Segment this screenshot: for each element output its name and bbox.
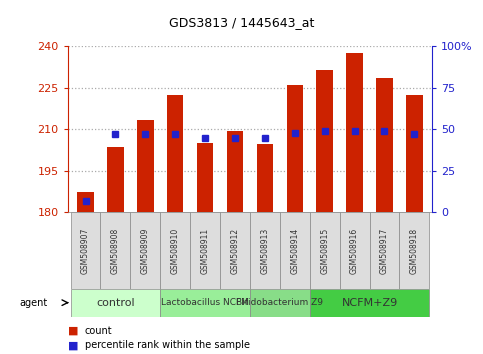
Bar	[100, 212, 130, 289]
Bar	[77, 192, 94, 212]
Text: GSM508913: GSM508913	[260, 227, 270, 274]
Bar	[340, 212, 369, 289]
Text: GDS3813 / 1445643_at: GDS3813 / 1445643_at	[169, 17, 314, 29]
Bar	[310, 212, 340, 289]
Text: GSM508911: GSM508911	[200, 227, 210, 274]
Bar	[220, 212, 250, 289]
Bar	[190, 212, 220, 289]
Bar	[130, 212, 160, 289]
Bar	[250, 212, 280, 289]
Bar	[227, 131, 243, 212]
Bar	[167, 95, 184, 212]
Text: GSM508910: GSM508910	[170, 227, 180, 274]
Bar	[346, 53, 363, 212]
Bar	[369, 212, 399, 289]
Text: GSM508914: GSM508914	[290, 227, 299, 274]
Text: GSM508907: GSM508907	[81, 227, 90, 274]
Text: GSM508915: GSM508915	[320, 227, 329, 274]
Text: GSM508918: GSM508918	[410, 227, 419, 274]
Bar	[406, 95, 423, 212]
Text: ■: ■	[68, 340, 78, 350]
Text: percentile rank within the sample: percentile rank within the sample	[85, 340, 250, 350]
Bar	[71, 289, 160, 317]
Text: GSM508916: GSM508916	[350, 227, 359, 274]
Text: agent: agent	[19, 298, 47, 308]
Bar	[71, 212, 100, 289]
Text: NCFM+Z9: NCFM+Z9	[341, 298, 398, 308]
Bar	[250, 289, 310, 317]
Text: Lactobacillus NCFM: Lactobacillus NCFM	[161, 298, 249, 307]
Bar	[160, 212, 190, 289]
Bar	[160, 289, 250, 317]
Bar	[310, 289, 429, 317]
Text: GSM508912: GSM508912	[230, 227, 240, 274]
Text: GSM508908: GSM508908	[111, 227, 120, 274]
Text: ■: ■	[68, 326, 78, 336]
Bar	[197, 143, 213, 212]
Bar	[137, 120, 154, 212]
Bar	[256, 144, 273, 212]
Text: control: control	[96, 298, 135, 308]
Bar	[107, 147, 124, 212]
Bar	[376, 78, 393, 212]
Text: GSM508917: GSM508917	[380, 227, 389, 274]
Bar	[280, 212, 310, 289]
Bar	[316, 70, 333, 212]
Text: count: count	[85, 326, 112, 336]
Bar	[399, 212, 429, 289]
Bar	[286, 85, 303, 212]
Text: GSM508909: GSM508909	[141, 227, 150, 274]
Text: Bifidobacterium Z9: Bifidobacterium Z9	[236, 298, 323, 307]
